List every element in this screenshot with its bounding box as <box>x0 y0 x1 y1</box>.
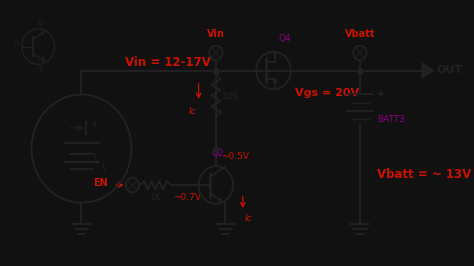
Text: +: + <box>90 120 97 129</box>
Text: BATT3: BATT3 <box>377 115 405 124</box>
Text: 1K: 1K <box>150 193 161 202</box>
Text: D: D <box>37 21 43 27</box>
Text: Vbatt = ~ 13V: Vbatt = ~ 13V <box>377 168 472 181</box>
Text: Vin = 12-17V: Vin = 12-17V <box>125 56 210 69</box>
Text: EN: EN <box>92 178 108 188</box>
Text: 10K: 10K <box>222 92 239 101</box>
Text: OUT: OUT <box>437 65 463 74</box>
Text: /: / <box>91 152 101 166</box>
Text: ~0.5V: ~0.5V <box>221 152 249 161</box>
Text: S: S <box>38 66 42 72</box>
Text: /: / <box>100 161 109 174</box>
Text: Q4: Q4 <box>278 35 291 43</box>
Text: Q2: Q2 <box>211 149 224 158</box>
Polygon shape <box>422 63 434 78</box>
Text: Ic: Ic <box>245 214 252 223</box>
Text: Vbatt: Vbatt <box>345 29 375 39</box>
Text: Vin: Vin <box>207 29 225 39</box>
Text: ~0.7V: ~0.7V <box>173 193 201 202</box>
Text: G: G <box>14 40 19 47</box>
Text: +: + <box>377 89 385 99</box>
Text: Vgs = 20V: Vgs = 20V <box>295 89 359 98</box>
Text: Ic: Ic <box>189 107 197 116</box>
